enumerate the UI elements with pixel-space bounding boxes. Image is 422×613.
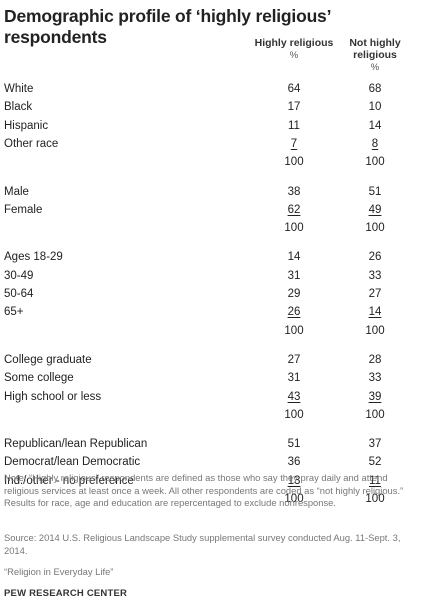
value-highly-religious: 31 (287, 269, 301, 282)
table-row: College graduate 27 28 (0, 351, 422, 369)
value-not-highly-religious: 100 (365, 408, 385, 421)
row-label: High school or less (4, 390, 102, 403)
value-not-highly-religious: 33 (368, 269, 382, 282)
value-not-highly-religious: 100 (365, 222, 385, 235)
total-row: 100 100 (0, 406, 422, 424)
column-unit: % (289, 50, 299, 61)
value-not-highly-religious: 100 (365, 156, 385, 169)
value-not-highly-religious: 39 (368, 390, 382, 403)
column-header-highly-religious: Highly religious % (254, 37, 334, 62)
row-label: Ages 18-29 (4, 251, 63, 264)
value-highly-religious: 38 (287, 185, 301, 198)
value-highly-religious: 62 (287, 203, 301, 216)
total-row: 100 100 (0, 153, 422, 171)
row-label: White (4, 83, 34, 95)
value-not-highly-religious: 37 (368, 438, 382, 451)
row-label: Black (4, 101, 33, 114)
table-row: Ind./other - no preference 13 11 (0, 472, 422, 490)
value-highly-religious: 100 (284, 408, 304, 421)
value-not-highly-religious: 10 (368, 101, 382, 114)
table-row: High school or less 43 39 (0, 388, 422, 406)
row-label: 65+ (4, 306, 24, 319)
table-row: Republican/lean Republican 51 37 (0, 435, 422, 453)
table-row: Democrat/lean Democratic 36 52 (0, 453, 422, 471)
table-row: Other race 7 8 (0, 135, 422, 153)
value-highly-religious: 29 (287, 288, 301, 300)
source-note: Source: 2014 U.S. Religious Landscape St… (4, 532, 401, 556)
value-highly-religious: 14 (287, 251, 301, 264)
total-row: 100 100 (0, 322, 422, 340)
value-highly-religious: 36 (287, 456, 301, 469)
row-label: Other race (4, 137, 59, 150)
total-row: 100 100 (0, 490, 422, 508)
value-highly-religious: 7 (290, 137, 298, 150)
row-label: Republican/lean Republican (4, 438, 148, 451)
value-highly-religious: 31 (287, 372, 301, 385)
row-label: 50-64 (4, 288, 34, 300)
value-not-highly-religious: 52 (368, 456, 382, 469)
value-not-highly-religious: 11 (369, 474, 381, 487)
value-highly-religious: 100 (284, 156, 304, 169)
table-row: Ages 18-29 14 26 (0, 248, 422, 266)
value-not-highly-religious: 14 (368, 119, 382, 132)
table-row: Some college 31 33 (0, 369, 422, 387)
value-not-highly-religious: 100 (365, 493, 385, 505)
table-row: 65+ 26 14 (0, 303, 422, 321)
row-label: Female (4, 203, 43, 216)
row-label: Some college (4, 372, 74, 385)
footnote: Note: “Highly religious” respondents are… (4, 472, 404, 508)
value-highly-religious: 43 (287, 390, 301, 403)
value-not-highly-religious: 33 (368, 372, 382, 385)
value-not-highly-religious: 49 (368, 203, 382, 216)
value-not-highly-religious: 100 (365, 324, 385, 337)
value-not-highly-religious: 51 (368, 185, 382, 198)
row-label: Hispanic (4, 119, 49, 132)
value-highly-religious: 26 (287, 306, 301, 319)
chart-title: Demographic profile of ‘highly religious… (4, 6, 331, 47)
row-label: College graduate (4, 353, 92, 366)
table-row: White 64 68 (0, 80, 422, 98)
table-row: Hispanic 11 14 (0, 117, 422, 135)
value-highly-religious: 100 (284, 493, 304, 505)
column-unit: % (370, 62, 380, 73)
value-not-highly-religious: 28 (368, 353, 382, 366)
value-highly-religious: 11 (288, 119, 300, 132)
report-title: “Religion in Everyday Life” (4, 566, 114, 577)
column-header-label: Highly religious (254, 37, 334, 49)
value-not-highly-religious: 68 (368, 83, 382, 95)
table-row: Female 62 49 (0, 201, 422, 219)
row-label: Ind./other - no preference (4, 474, 134, 487)
table-row: 30-49 31 33 (0, 267, 422, 285)
table-row: 50-64 29 27 (0, 285, 422, 303)
value-not-highly-religious: 8 (371, 137, 379, 150)
value-highly-religious: 13 (287, 474, 301, 487)
row-label: 30-49 (4, 269, 34, 282)
value-not-highly-religious: 14 (368, 306, 382, 319)
table-row: Male 38 51 (0, 183, 422, 201)
brand-logo-text: PEW RESEARCH CENTER (4, 588, 128, 599)
value-highly-religious: 64 (287, 83, 301, 95)
value-highly-religious: 17 (287, 101, 301, 114)
row-label: Male (4, 185, 29, 198)
value-highly-religious: 27 (287, 353, 301, 366)
column-header-label: Not highly religious (349, 37, 401, 61)
value-not-highly-religious: 27 (368, 288, 382, 300)
total-row: 100 100 (0, 219, 422, 237)
value-not-highly-religious: 26 (368, 251, 382, 264)
value-highly-religious: 100 (284, 222, 304, 235)
value-highly-religious: 100 (284, 324, 304, 337)
row-label: Democrat/lean Democratic (4, 456, 141, 469)
value-highly-religious: 51 (287, 438, 301, 451)
column-header-not-highly-religious: Not highly religious % (335, 37, 415, 74)
table-row: Black 17 10 (0, 98, 422, 116)
